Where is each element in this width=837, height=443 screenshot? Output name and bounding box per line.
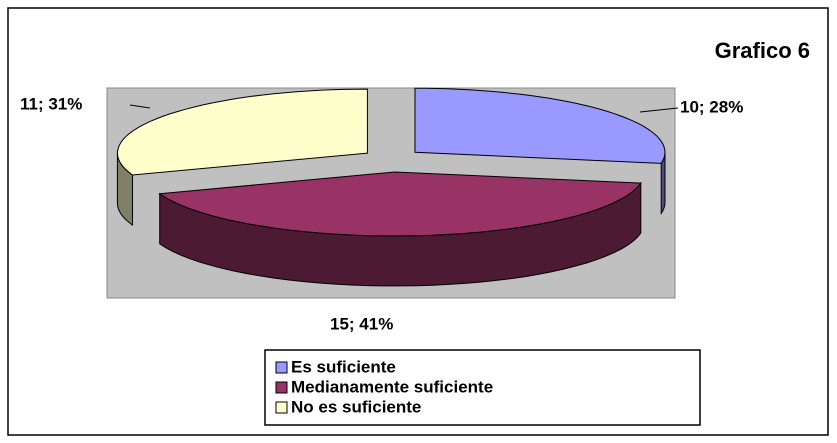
data-label: 11; 31%	[20, 94, 82, 113]
pie: 10; 28% 15; 41% 11; 31%	[20, 87, 743, 333]
legend-label: Medianamente suficiente	[291, 377, 493, 396]
data-label: 15; 41%	[330, 314, 393, 333]
legend-label: No es suficiente	[291, 397, 421, 416]
slice	[414, 87, 666, 164]
leader-line	[129, 104, 151, 109]
slice	[116, 88, 368, 176]
chart-title: Grafico 6	[715, 38, 810, 63]
legend-swatch	[275, 361, 288, 374]
leader-line	[639, 107, 679, 113]
legend-swatch	[275, 381, 288, 394]
legend-swatch	[275, 401, 288, 414]
data-label: 10; 28%	[680, 97, 743, 116]
legend	[264, 349, 701, 426]
slice	[158, 171, 642, 237]
legend-label: Es suficiente	[291, 357, 396, 376]
